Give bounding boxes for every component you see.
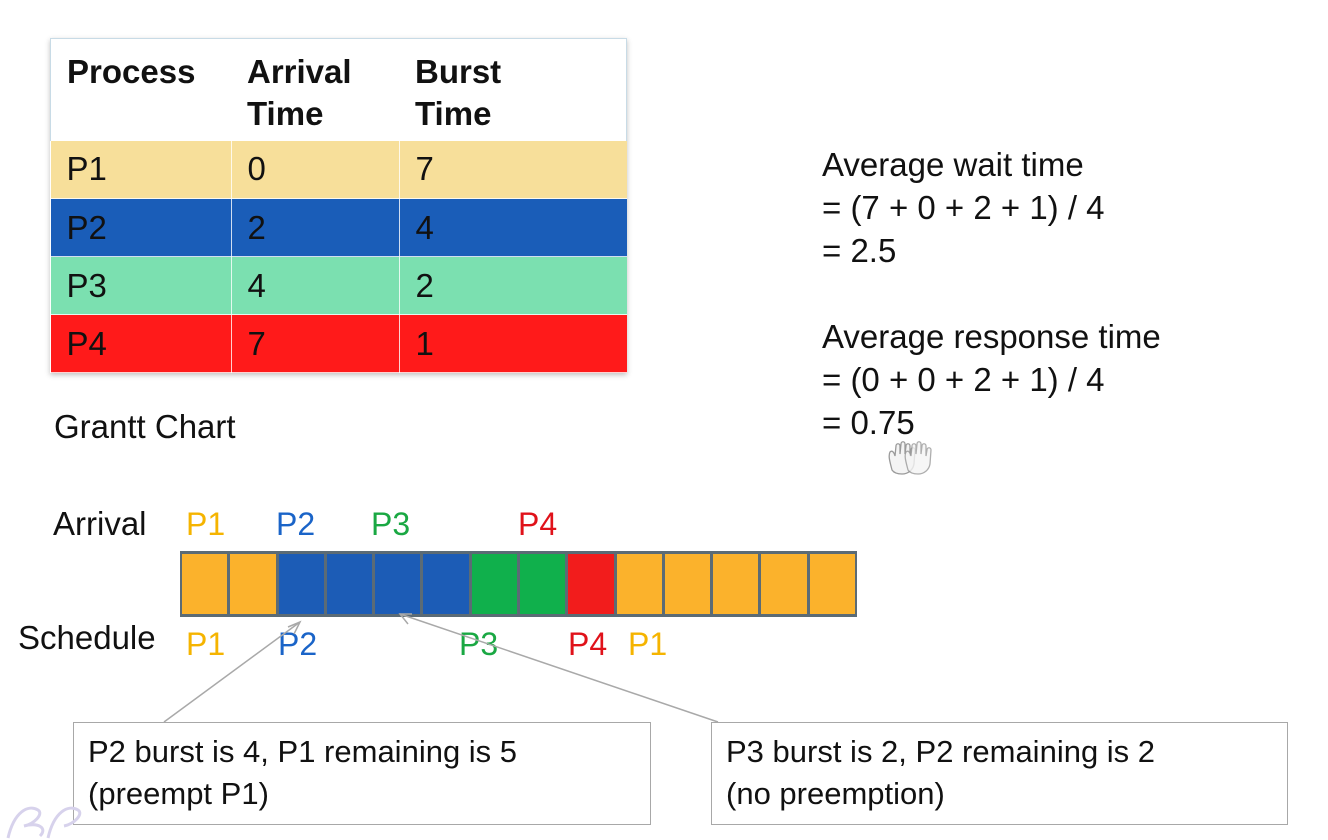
average-wait-block: Average wait time = (7 + 0 + 2 + 1) / 4 … (822, 143, 1105, 272)
cell-process: P4 (50, 314, 232, 373)
header-burst-text: Burst Time (415, 53, 502, 132)
wait-line: Average wait time (822, 146, 1084, 183)
cell-arrival: 2 (231, 198, 400, 257)
note-line: (no preemption) (726, 776, 945, 811)
cell-process: P2 (50, 198, 232, 257)
cell-burst: 2 (399, 256, 627, 315)
schedule-row-label: Schedule (18, 619, 156, 656)
watermark-logo-icon (6, 806, 82, 839)
note-no-preemption: P3 burst is 2, P2 remaining is 2 (no pre… (711, 722, 1288, 825)
gantt-slot-p1 (230, 554, 276, 614)
right-callout-pointer (399, 613, 719, 723)
cell-burst: 1 (399, 314, 627, 373)
gantt-title: Grantt Chart (54, 408, 236, 445)
schedule-label-p3: P3 (459, 626, 499, 662)
average-response-block: Average response time = (0 + 0 + 2 + 1) … (822, 315, 1161, 444)
gantt-slot-p4 (568, 554, 614, 614)
gantt-bar (180, 551, 857, 617)
gantt-slot-p2 (375, 554, 421, 614)
gantt-slot-p3 (519, 554, 566, 614)
note-line: (preempt P1) (88, 776, 269, 811)
schedule-label-p1: P1 (186, 626, 226, 662)
table-header-row: Process Arrival Time Burst Time (50, 38, 627, 141)
table-row: P1 0 7 (50, 140, 627, 199)
arrival-label-p4: P4 (518, 506, 558, 542)
gantt-slot-p1 (713, 554, 759, 614)
note-preempt-p1: P2 burst is 4, P1 remaining is 5 (preemp… (73, 722, 651, 825)
gantt-slot-p1 (616, 554, 662, 614)
gantt-slot-p1 (761, 554, 807, 614)
header-burst: Burst Time (399, 39, 627, 141)
cell-burst: 4 (399, 198, 627, 257)
gantt-slot-p3 (471, 554, 517, 614)
gantt-slot-p1 (664, 554, 711, 614)
schedule-label-p4: P4 (568, 626, 608, 662)
arrival-row-label: Arrival (53, 505, 147, 542)
wait-line: = 2.5 (822, 232, 897, 269)
response-line: = 0.75 (822, 404, 915, 441)
header-arrival: Arrival Time (231, 39, 399, 141)
response-line: = (0 + 0 + 2 + 1) / 4 (822, 361, 1105, 398)
cell-arrival: 4 (231, 256, 400, 315)
gantt-slot-p2 (423, 554, 469, 614)
header-process: Process (51, 39, 232, 141)
arrival-label-p1: P1 (186, 506, 226, 542)
gantt-slot-p2 (278, 554, 324, 614)
header-process-text: Process (67, 53, 196, 90)
note-line: P2 burst is 4, P1 remaining is 5 (88, 734, 518, 769)
schedule-label-p1-resume: P1 (628, 626, 668, 662)
table-row: P4 7 1 (50, 314, 627, 373)
gantt-slot-p2 (326, 554, 373, 614)
response-line: Average response time (822, 318, 1161, 355)
table-row: P2 2 4 (50, 198, 627, 257)
cell-process: P3 (50, 256, 232, 315)
gantt-slot-p1 (182, 554, 228, 614)
schedule-label-p2: P2 (278, 626, 318, 662)
cell-burst: 7 (399, 140, 627, 199)
cell-arrival: 0 (231, 140, 400, 199)
gantt-slot-p1 (809, 554, 855, 614)
wait-line: = (7 + 0 + 2 + 1) / 4 (822, 189, 1105, 226)
table-row: P3 4 2 (50, 256, 627, 315)
arrival-label-p2: P2 (276, 506, 316, 542)
note-line: P3 burst is 2, P2 remaining is 2 (726, 734, 1156, 769)
cell-arrival: 7 (231, 314, 400, 373)
process-table: Process Arrival Time Burst Time P1 0 7 P… (50, 38, 627, 373)
header-arrival-text: Arrival Time (247, 53, 352, 132)
hand-cursor-icon (888, 441, 932, 475)
arrival-label-p3: P3 (371, 506, 411, 542)
cell-process: P1 (50, 140, 232, 199)
